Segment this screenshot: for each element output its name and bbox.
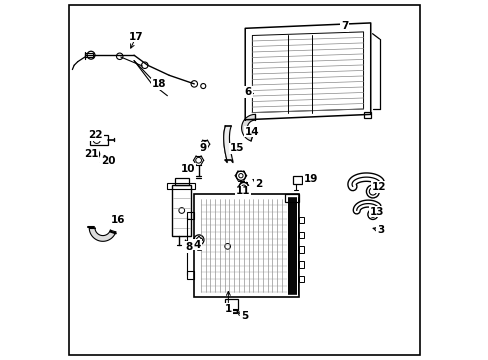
Text: 8: 8 xyxy=(185,242,192,252)
Text: 12: 12 xyxy=(371,182,386,192)
Bar xyxy=(174,178,188,185)
Text: 7: 7 xyxy=(341,21,348,31)
Bar xyxy=(85,53,93,57)
Text: 18: 18 xyxy=(152,79,166,89)
Text: 2: 2 xyxy=(255,179,262,189)
Bar xyxy=(292,176,301,184)
Bar xyxy=(187,271,193,279)
Text: 21: 21 xyxy=(83,149,98,159)
Text: 19: 19 xyxy=(303,174,317,184)
Text: 4: 4 xyxy=(193,239,201,249)
Polygon shape xyxy=(89,228,116,241)
Text: 16: 16 xyxy=(111,215,125,225)
Bar xyxy=(224,299,238,310)
Bar xyxy=(167,183,195,189)
Text: 11: 11 xyxy=(235,186,249,197)
Text: 10: 10 xyxy=(180,163,195,174)
Text: 17: 17 xyxy=(129,32,143,41)
Bar xyxy=(90,135,107,145)
Bar xyxy=(187,212,193,220)
Text: 15: 15 xyxy=(229,143,244,153)
Bar xyxy=(226,310,236,312)
Bar xyxy=(299,246,303,253)
Text: 1: 1 xyxy=(224,304,231,314)
Bar xyxy=(363,112,371,118)
Text: 13: 13 xyxy=(369,207,384,217)
Bar xyxy=(299,276,303,282)
Bar xyxy=(285,194,299,202)
Text: 22: 22 xyxy=(88,130,102,140)
Bar xyxy=(299,217,303,224)
Bar xyxy=(171,185,191,235)
Text: 9: 9 xyxy=(199,143,206,153)
Circle shape xyxy=(366,185,379,198)
Bar xyxy=(193,194,299,297)
Text: 5: 5 xyxy=(241,311,247,321)
Polygon shape xyxy=(241,114,255,141)
Text: 3: 3 xyxy=(376,225,384,235)
Circle shape xyxy=(367,210,377,220)
Bar xyxy=(299,261,303,267)
Text: 6: 6 xyxy=(244,87,251,97)
Text: 20: 20 xyxy=(101,156,115,166)
Bar xyxy=(225,309,237,314)
Text: 14: 14 xyxy=(244,127,259,136)
Bar xyxy=(299,231,303,238)
